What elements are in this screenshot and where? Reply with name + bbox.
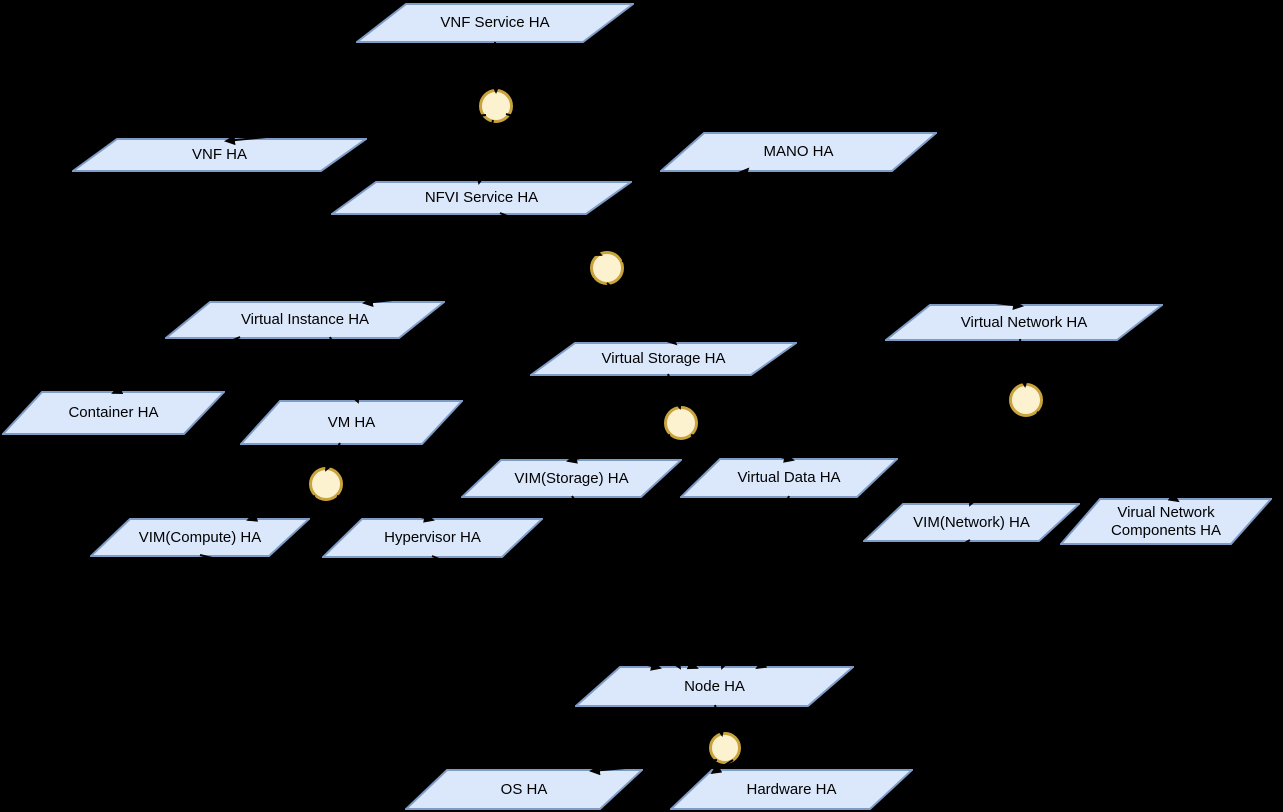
parallelogram-shape (660, 132, 937, 172)
node-vim-compute-ha: VIM(Compute) HA (90, 518, 310, 557)
edge-connector (1036, 411, 1180, 503)
junction-virtual-storage-circle (664, 406, 698, 440)
node-nfvi-service-ha: NFVI Service HA (331, 181, 632, 215)
node-label: VNF Service HA (440, 14, 550, 32)
junction-node-circle (709, 732, 741, 764)
edge-connector (969, 412, 1016, 507)
node-label: Node HA (684, 677, 745, 695)
node-label: Hypervisor HA (384, 529, 481, 547)
edge-connector (755, 539, 971, 670)
node-vm-ha: VM HA (240, 400, 463, 445)
node-virtual-network-components-ha: Virual Network Components HA (1060, 498, 1272, 545)
node-label: VNF HA (191, 146, 247, 164)
junction-vnf-service-circle (479, 89, 513, 123)
parallelogram-shape (670, 769, 913, 810)
edge-connector (566, 434, 671, 464)
parallelogram-shape (885, 304, 1163, 341)
edge-connector (690, 434, 795, 463)
parallelogram-shape (405, 769, 643, 810)
node-label: OS HA (500, 780, 548, 798)
node-label: Container HA (68, 404, 159, 422)
edge-connector (476, 119, 494, 185)
edge-connector (246, 495, 316, 522)
edge-connector (505, 113, 562, 133)
edge-connector (336, 495, 435, 523)
node-virtual-instance-ha: Virtual Instance HA (165, 301, 445, 339)
parallelogram-shape (863, 503, 1080, 542)
node-virtual-storage-ha: Virtual Storage HA (530, 342, 797, 376)
junction-vm-circle (309, 467, 343, 501)
node-virtual-network-ha: Virtual Network HA (885, 304, 1163, 341)
edge-connector (621, 260, 1024, 310)
node-hypervisor-ha: Hypervisor HA (322, 518, 543, 558)
node-label: VIM(Storage) HA (514, 469, 629, 487)
edge-connector (199, 554, 662, 671)
node-os-ha: OS HA (405, 769, 643, 810)
node-label: Virtual Storage HA (601, 350, 726, 368)
node-node-ha: Node HA (575, 666, 854, 707)
parallelogram-shape (680, 458, 898, 498)
edge-connector (431, 555, 699, 670)
node-vnf-ha: VNF HA (72, 138, 367, 172)
node-vim-storage-ha: VIM(Storage) HA (461, 459, 682, 498)
parallelogram-shape (240, 400, 463, 445)
edge-connector (714, 704, 725, 737)
node-label: NFVI Service HA (424, 189, 539, 207)
node-label: Virtual Data HA (737, 469, 841, 487)
parallelogram-shape (356, 3, 634, 43)
edge-connector (571, 495, 682, 670)
edge-connector (499, 212, 603, 257)
node-label: Virtual Network HA (960, 313, 1088, 331)
edge-connector (329, 336, 360, 404)
junction-virtual-network-circle (1009, 383, 1043, 417)
node-label: VIM(Compute) HA (138, 528, 262, 546)
node-mano-ha: MANO HA (660, 132, 937, 172)
node-vnf-service-ha: VNF Service HA (356, 3, 634, 43)
node-hardware-ha: Hardware HA (670, 769, 913, 810)
node-label: VM HA (327, 413, 376, 431)
node-container-ha: Container HA (2, 391, 225, 435)
node-virtual-data-ha: Virtual Data HA (680, 458, 898, 498)
edge-connector (1019, 338, 1030, 388)
node-label: Virtual Instance HA (240, 311, 370, 329)
edge-connector (720, 495, 790, 670)
parallelogram-shape (530, 342, 797, 376)
edge-connector (490, 41, 501, 94)
node-vim-network-ha: VIM(Network) HA (863, 503, 1080, 542)
junction-nfvi-service-circle (590, 251, 624, 285)
edge-connector (679, 167, 750, 241)
edge-connector (667, 373, 682, 410)
node-label: Hardware HA (746, 780, 837, 798)
node-label: MANO HA (763, 143, 834, 161)
edge-connector (325, 442, 341, 472)
node-label: VIM(Network) HA (913, 513, 1030, 531)
parallelogram-shape (1060, 498, 1272, 545)
edge-connector (606, 282, 678, 346)
edge-connector (362, 278, 595, 308)
edge-connector (111, 336, 241, 394)
node-label: Virual Network Components HA (1110, 504, 1222, 539)
